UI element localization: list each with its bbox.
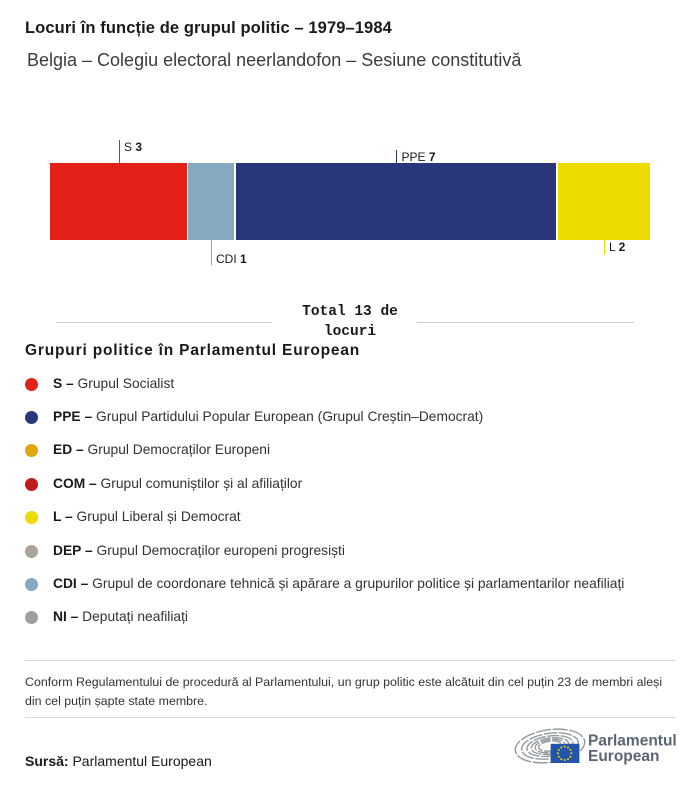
svg-text:Parlamentul: Parlamentul: [588, 733, 677, 750]
svg-text:European: European: [588, 748, 659, 765]
